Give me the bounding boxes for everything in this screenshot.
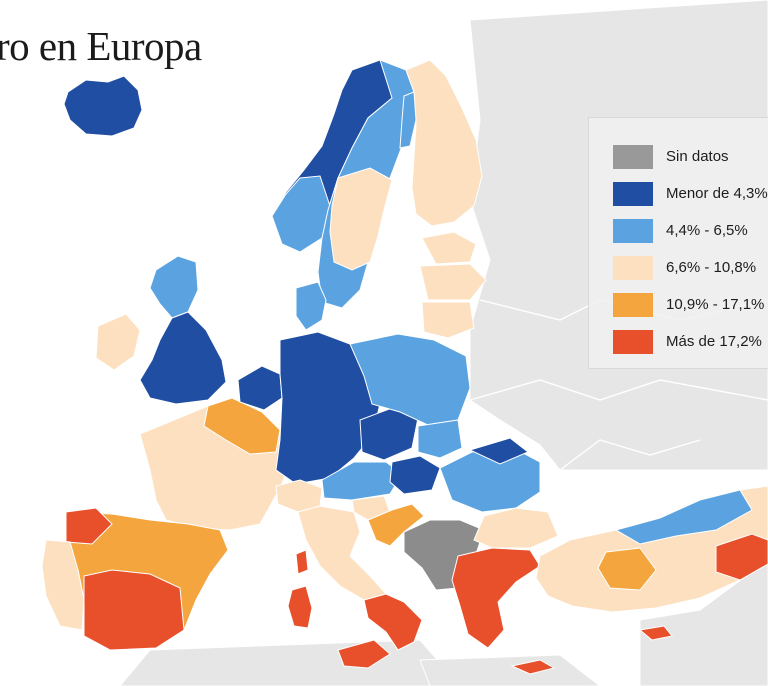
finland-region [399,91,417,149]
legend-label: 6,6% - 10,8% [666,259,757,276]
legend-label: Menor de 4,3% [666,185,768,202]
page-title: ro en Europa [0,23,202,69]
sicily-region [337,639,391,669]
legend-item-no-data: Sin datos [613,138,768,175]
legend-swatch [613,144,653,169]
sweden-region [329,167,393,271]
hungary-region [389,455,441,495]
legend-label: Sin datos [666,148,729,165]
denmark-region [295,281,327,331]
legend-item-mid: 6,6% - 10,8% [613,249,768,286]
legend-label: Más de 17,2% [666,333,762,350]
england-region [139,311,227,405]
spain-region [83,569,185,651]
hungary-region [417,419,463,459]
spain-region [65,507,113,545]
legend-item-mid-low: 4,4% - 6,5% [613,212,768,249]
bulgaria-region [473,507,559,549]
sardinia-region [287,585,313,629]
ireland-region [95,313,141,371]
cyprus-region [638,625,673,641]
turkey-region [597,547,657,591]
lithuania-region [421,301,475,339]
legend-label: 10,9% - 17,1% [666,296,765,313]
legend-item-mid-high: 10,9% - 17,1% [613,286,768,323]
legend-swatch [613,255,653,280]
finland-region [405,59,483,227]
turkey-region [614,489,753,545]
legend-item-high: Más de 17,2% [613,323,768,360]
legend-swatch [613,218,653,243]
iceland-region [63,75,143,137]
portugal-region [41,539,85,631]
legend: Sin datos Menor de 4,3% 4,4% - 6,5% 6,6%… [588,117,768,369]
legend-label: 4,4% - 6,5% [666,222,748,239]
greece-islands [510,659,556,675]
legend-swatch [613,329,653,354]
croatia-region [367,503,425,547]
romania-region [468,437,529,465]
legend-swatch [613,292,653,317]
latvia-region [419,263,487,301]
turkey-region [715,533,768,581]
legend-swatch [613,181,653,206]
southern-italy-region [363,593,423,651]
corsica-region [295,549,309,575]
estonia-region [421,231,477,265]
legend-item-low: Menor de 4,3% [613,175,768,212]
italy-region [297,505,387,601]
greece-region [451,547,541,649]
